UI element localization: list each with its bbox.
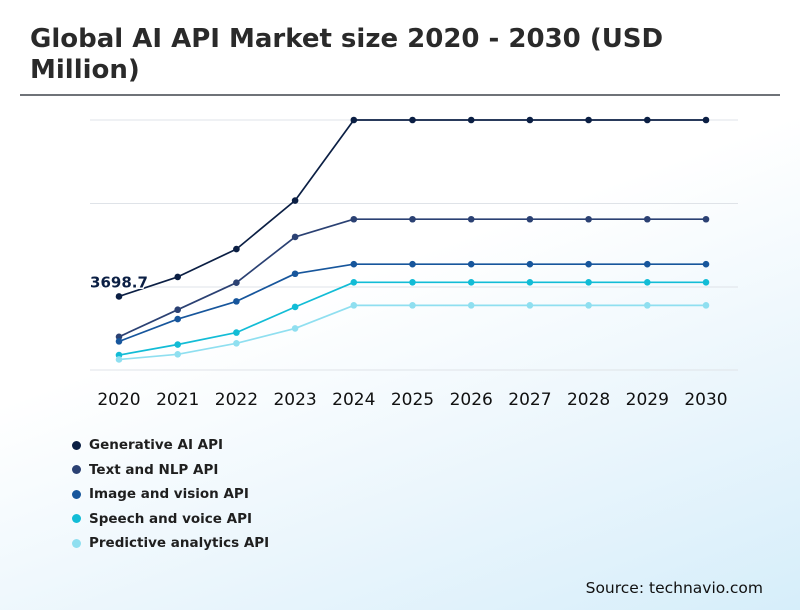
data-label: 3698.7 bbox=[90, 273, 148, 291]
series-line-4 bbox=[118, 281, 706, 356]
data-point bbox=[233, 329, 240, 336]
data-point bbox=[233, 279, 240, 286]
data-point bbox=[702, 302, 710, 309]
legend-item: Generative AI API bbox=[72, 433, 269, 458]
legend-label: Text and NLP API bbox=[89, 461, 219, 478]
data-point bbox=[350, 116, 358, 124]
legend-item: Image and vision API bbox=[72, 482, 269, 507]
legend-marker-icon bbox=[72, 489, 81, 499]
data-point bbox=[467, 260, 475, 268]
data-points bbox=[115, 116, 710, 363]
data-point bbox=[526, 116, 534, 124]
chart-title: Global AI API Market size 2020 - 2030 (U… bbox=[30, 24, 664, 85]
legend-marker-icon bbox=[72, 440, 81, 450]
data-point bbox=[585, 116, 592, 124]
data-point bbox=[526, 278, 534, 286]
series-line-5 bbox=[118, 304, 706, 361]
x-tick-label: 2030 bbox=[684, 390, 727, 410]
data-point bbox=[233, 245, 240, 253]
x-tick-label: 2028 bbox=[567, 390, 610, 410]
x-axis-tick-labels: 2020 2021 2022 2023 2024 2025 2026 2027 2028 2029… bbox=[97, 390, 727, 410]
data-point bbox=[350, 215, 358, 223]
data-point bbox=[350, 302, 358, 309]
data-point bbox=[702, 278, 710, 286]
chart-legend: Generative AI API Text and NLP API Image a… bbox=[72, 433, 269, 556]
x-tick-label: 2024 bbox=[332, 390, 375, 410]
legend-marker-icon bbox=[72, 514, 81, 524]
legend-label: Speech and voice API bbox=[89, 510, 253, 527]
data-point bbox=[350, 278, 358, 286]
source-credit: Source: technavio.com bbox=[585, 579, 763, 597]
data-point bbox=[409, 260, 416, 268]
data-point bbox=[467, 278, 475, 286]
data-labels: 3698.7 bbox=[89, 272, 150, 293]
series-lines bbox=[118, 119, 706, 361]
data-point bbox=[467, 215, 475, 223]
data-point bbox=[467, 116, 475, 124]
title-divider bbox=[20, 94, 780, 96]
data-point bbox=[291, 233, 299, 241]
data-point bbox=[644, 215, 651, 223]
data-point bbox=[409, 116, 416, 124]
data-point bbox=[409, 215, 416, 223]
x-tick-label: 2022 bbox=[215, 390, 258, 410]
data-point bbox=[350, 260, 358, 268]
data-point bbox=[233, 340, 240, 347]
data-point bbox=[233, 298, 240, 305]
data-point bbox=[174, 315, 181, 323]
x-tick-label: 2029 bbox=[626, 390, 669, 410]
data-point bbox=[115, 293, 123, 300]
data-point bbox=[174, 306, 181, 314]
data-point bbox=[291, 197, 299, 204]
x-tick-label: 2023 bbox=[273, 390, 316, 410]
series-line-1 bbox=[118, 119, 706, 298]
legend-label: Generative AI API bbox=[89, 437, 224, 454]
data-point bbox=[585, 260, 592, 268]
data-point bbox=[291, 303, 299, 311]
data-point bbox=[409, 302, 416, 309]
legend-item: Text and NLP API bbox=[72, 458, 269, 483]
data-point bbox=[115, 338, 123, 345]
data-point bbox=[644, 116, 651, 124]
x-tick-label: 2026 bbox=[450, 390, 493, 410]
data-point bbox=[526, 302, 534, 309]
data-point bbox=[644, 260, 651, 268]
legend-item: Speech and voice API bbox=[72, 507, 269, 532]
data-point bbox=[291, 325, 299, 332]
legend-label: Predictive analytics API bbox=[89, 535, 270, 552]
data-point bbox=[702, 116, 710, 124]
x-tick-label: 2020 bbox=[97, 390, 140, 410]
data-point bbox=[174, 273, 181, 281]
data-point bbox=[115, 333, 123, 341]
data-point bbox=[526, 260, 534, 268]
legend-label: Image and vision API bbox=[89, 486, 249, 503]
data-point bbox=[174, 350, 181, 358]
data-point bbox=[585, 302, 592, 309]
gridlines bbox=[90, 119, 738, 371]
legend-item: Predictive analytics API bbox=[72, 531, 269, 556]
series-line-2 bbox=[118, 218, 706, 338]
data-point bbox=[644, 278, 651, 286]
data-point bbox=[409, 278, 416, 286]
x-tick-label: 2025 bbox=[391, 390, 434, 410]
legend-marker-icon bbox=[72, 465, 81, 475]
data-point bbox=[585, 278, 592, 286]
data-point bbox=[291, 270, 299, 278]
data-point bbox=[526, 215, 534, 223]
data-point bbox=[644, 302, 651, 309]
data-point bbox=[115, 356, 123, 363]
data-point bbox=[585, 215, 592, 223]
data-point bbox=[702, 260, 710, 268]
legend-marker-icon bbox=[72, 538, 81, 548]
x-tick-label: 2027 bbox=[508, 390, 551, 410]
data-point bbox=[174, 341, 181, 348]
data-point bbox=[702, 215, 710, 223]
x-tick-label: 2021 bbox=[156, 390, 199, 410]
data-point bbox=[467, 302, 475, 309]
